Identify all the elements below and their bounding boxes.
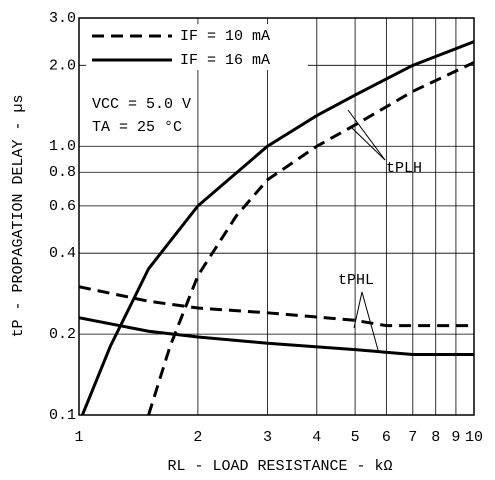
label-bg <box>330 270 400 290</box>
leader-line <box>361 291 379 351</box>
leader-line <box>347 109 386 161</box>
y-tick-label: 3.0 <box>49 10 76 27</box>
legend-label: IF = 10 mA <box>180 28 270 45</box>
data-line <box>79 316 474 356</box>
y-tick-label: 1.0 <box>49 138 76 155</box>
x-tick-label: 3 <box>263 429 272 446</box>
x-axis-label: RL - LOAD RESISTANCE - kΩ <box>167 458 392 475</box>
legend-label: IF = 16 mA <box>180 52 270 69</box>
annotation: TA = 25 °C <box>92 119 182 136</box>
y-tick-label: 2.0 <box>49 57 76 74</box>
x-tick-label: 2 <box>193 429 202 446</box>
x-tick-label: 6 <box>382 429 391 446</box>
y-tick-label: 0.1 <box>49 407 76 424</box>
data-line <box>81 40 474 415</box>
y-axis-label: tP - PROPAGATION DELAY - µs <box>10 94 27 337</box>
annotation: tPHL <box>338 272 374 289</box>
x-tick-label: 7 <box>408 429 417 446</box>
plot-lines <box>79 40 474 415</box>
x-tick-label: 4 <box>312 429 321 446</box>
x-tick-label: 10 <box>465 429 483 446</box>
y-tick-label: 0.8 <box>49 164 76 181</box>
data-line <box>147 61 474 415</box>
x-tick-label: 9 <box>451 429 460 446</box>
legend-bg <box>86 24 308 70</box>
y-tick-label: 0.4 <box>49 245 76 262</box>
x-tick-label: 1 <box>74 429 83 446</box>
annotation: tPLH <box>386 160 422 177</box>
x-tick-label: 5 <box>351 429 360 446</box>
data-line <box>79 285 474 328</box>
annotation: VCC = 5.0 V <box>92 96 191 113</box>
y-tick-label: 0.2 <box>49 326 76 343</box>
y-tick-label: 0.6 <box>49 198 76 215</box>
x-tick-label: 8 <box>431 429 440 446</box>
leader-line <box>351 127 386 161</box>
